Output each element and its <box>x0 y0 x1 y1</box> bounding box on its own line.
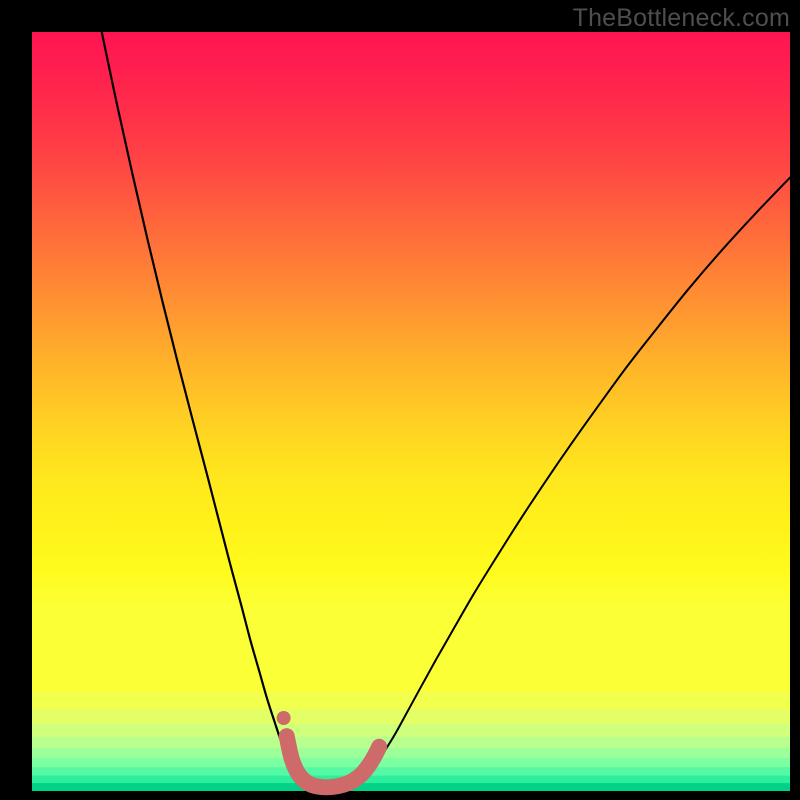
color-band <box>32 737 790 749</box>
color-band <box>32 790 790 791</box>
color-band <box>32 758 790 768</box>
color-band <box>32 776 790 784</box>
color-band <box>32 709 790 725</box>
bottleneck-chart <box>0 0 800 800</box>
color-band <box>32 767 790 776</box>
color-band <box>32 783 790 790</box>
color-band <box>32 748 790 758</box>
watermark-text: TheBottleneck.com <box>573 4 790 33</box>
optimal-range-dot <box>277 711 291 725</box>
chart-container: TheBottleneck.com <box>0 0 800 800</box>
gradient-background <box>32 32 790 692</box>
plot-area <box>32 32 790 791</box>
color-band <box>32 724 790 737</box>
